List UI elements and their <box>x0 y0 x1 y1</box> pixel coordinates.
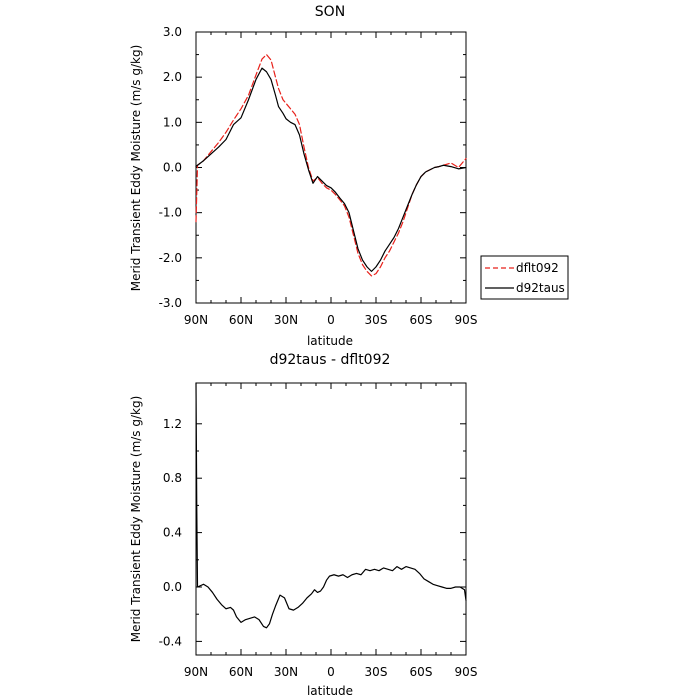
bottom-plot-frame <box>195 382 467 656</box>
top-y-tick-label: 0.0 <box>163 161 182 175</box>
bottom-chart-title: d92taus - dflt092 <box>270 352 391 368</box>
bottom-axis-ticks: 90N 60N 30N 0 30S 60S 90S -0.4 0.0 0.4 0.8 1.2 <box>159 383 478 679</box>
top-chart-title: SON <box>315 4 345 20</box>
bottom-y-tick-label: 0.4 <box>163 526 182 540</box>
top-legend: dflt092 d92taus <box>480 255 569 300</box>
bottom-x-tick-label: 30S <box>365 665 388 679</box>
bottom-y-tick-label: 0.0 <box>163 580 182 594</box>
bottom-x-axis-title: latitude <box>307 684 353 698</box>
bottom-y-tick-label: 0.8 <box>163 471 182 485</box>
top-y-tick-label: 3.0 <box>163 25 182 39</box>
top-x-tick-label: 90S <box>455 313 478 327</box>
top-x-tick-label: 90N <box>184 313 208 327</box>
top-plot-frame <box>195 31 467 304</box>
legend-box <box>480 255 569 300</box>
legend-label-d92taus: d92taus <box>516 281 565 295</box>
bottom-x-tick-label: 30N <box>274 665 298 679</box>
bottom-series-line-diff0 <box>195 382 467 629</box>
top-y-tick-label: -3.0 <box>159 296 182 310</box>
top-y-tick-label: -1.0 <box>159 206 182 220</box>
top-series-line-d92taus <box>195 67 467 272</box>
bottom-series-group <box>195 382 467 629</box>
bottom-y-tick-label: 1.2 <box>163 417 182 431</box>
bottom-x-tick-label: 60S <box>410 665 433 679</box>
top-x-tick-label: 0 <box>327 313 335 327</box>
top-axis-ticks: 90N 60N 30N 0 30S 60S 90S -3.0 -2.0 -1.0 0.0 1.0 2.0… <box>159 25 478 327</box>
legend-label-dflt092: dflt092 <box>516 261 559 275</box>
top-y-tick-label: 2.0 <box>163 70 182 84</box>
bottom-y-axis-title: Merid Transient Eddy Moisture (m/s g/kg) <box>129 396 143 643</box>
bottom-y-tick-label: -0.4 <box>159 634 182 648</box>
bottom-panel: d92taus - dflt092 90N 60N 30N 0 30S 60S 90S -0.… <box>129 352 477 698</box>
top-y-tick-label: -2.0 <box>159 251 182 265</box>
top-x-tick-label: 60N <box>229 313 253 327</box>
top-y-tick-label: 1.0 <box>163 115 182 129</box>
top-x-tick-label: 60S <box>410 313 433 327</box>
top-x-axis-title: latitude <box>307 334 353 348</box>
top-y-axis-title: Merid Transient Eddy Moisture (m/s g/kg) <box>129 45 143 292</box>
top-series-line-dflt092 <box>195 53 467 277</box>
bottom-x-tick-label: 60N <box>229 665 253 679</box>
top-panel: SON 90N 60N 30N 0 30S 60S 90S -3.0 -2.0 -1.0 0.0 1.… <box>129 4 569 348</box>
top-x-tick-label: 30N <box>274 313 298 327</box>
bottom-x-tick-label: 90N <box>184 665 208 679</box>
top-x-tick-label: 30S <box>365 313 388 327</box>
bottom-x-tick-label: 90S <box>455 665 478 679</box>
bottom-x-tick-label: 0 <box>327 665 335 679</box>
top-series-group <box>195 53 467 277</box>
